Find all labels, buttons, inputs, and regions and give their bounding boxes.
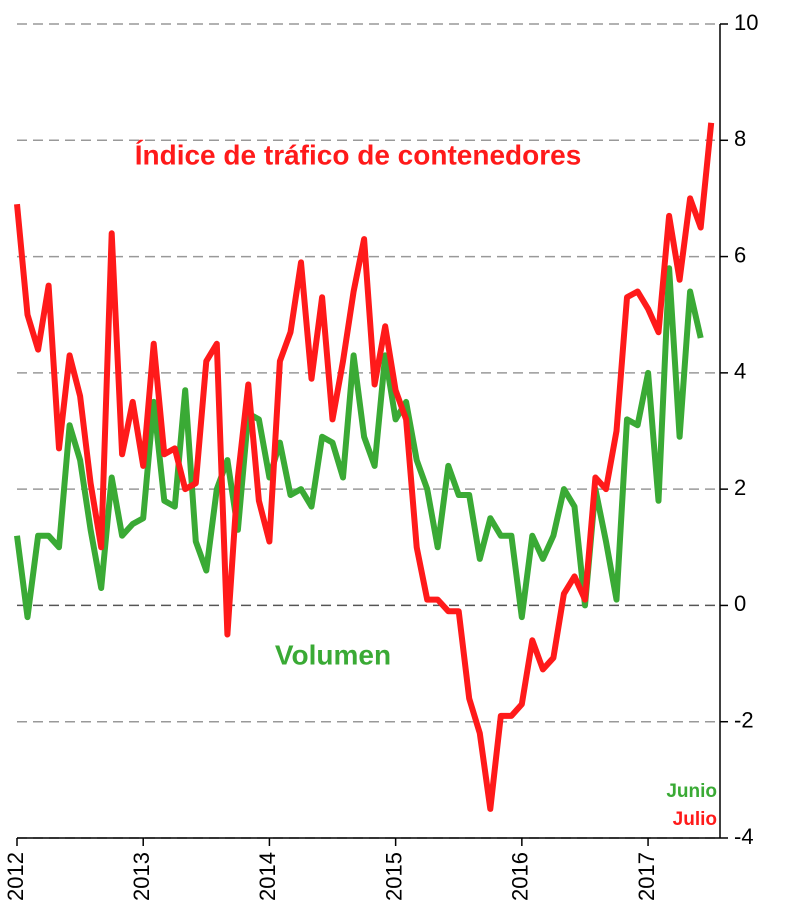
x-tick-label: 2013 xyxy=(129,852,154,901)
y-tick-label: 10 xyxy=(734,10,758,35)
x-tick-label: 2014 xyxy=(255,852,280,901)
annotation: Junio xyxy=(666,781,717,802)
x-tick-label: 2015 xyxy=(381,852,406,901)
x-tick-label: 2016 xyxy=(508,852,533,901)
x-tick-label: 2017 xyxy=(634,852,659,901)
x-tick-label: 2012 xyxy=(3,852,28,901)
plot: -4 -2 0 2 4 6 8 10 2012 2013 2014 2015 2016 2017 xyxy=(3,10,759,901)
annotation: Índice de tráfico de contenedores xyxy=(135,139,582,170)
y-tick-label: 4 xyxy=(734,359,746,384)
y-tick-label: 6 xyxy=(734,242,746,267)
y-tick-label: -4 xyxy=(734,824,754,849)
annotation: Volumen xyxy=(275,639,391,670)
series-line xyxy=(14,122,715,812)
annotation: Julio xyxy=(673,809,717,830)
y-tick-label: -2 xyxy=(734,708,754,733)
y-tick-label: 0 xyxy=(734,591,746,616)
y-tick-label: 2 xyxy=(734,475,746,500)
y-tick-label: 8 xyxy=(734,126,746,151)
